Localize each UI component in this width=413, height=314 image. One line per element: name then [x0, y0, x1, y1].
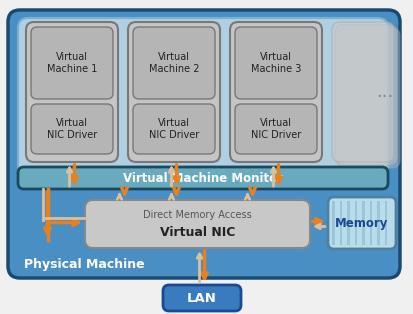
FancyBboxPatch shape	[85, 200, 310, 248]
Bar	[377, 201, 380, 245]
Text: Virtual
Machine 3: Virtual Machine 3	[251, 52, 301, 74]
Text: Virtual
NIC Driver: Virtual NIC Driver	[47, 118, 97, 140]
FancyBboxPatch shape	[26, 22, 118, 162]
Text: Virtual
NIC Driver: Virtual NIC Driver	[149, 118, 199, 140]
Text: Virtual Machine Monitor: Virtual Machine Monitor	[123, 171, 283, 185]
Bar	[332, 201, 335, 245]
Bar	[339, 201, 342, 245]
Bar	[347, 201, 350, 245]
Text: Direct Memory Access: Direct Memory Access	[143, 210, 252, 220]
FancyBboxPatch shape	[335, 25, 397, 165]
Text: ...: ...	[376, 83, 394, 101]
FancyBboxPatch shape	[332, 22, 394, 162]
FancyBboxPatch shape	[163, 285, 241, 311]
Text: Virtual
NIC Driver: Virtual NIC Driver	[251, 118, 301, 140]
FancyBboxPatch shape	[18, 167, 388, 189]
Bar	[362, 201, 365, 245]
FancyBboxPatch shape	[235, 104, 317, 154]
Text: Virtual NIC: Virtual NIC	[160, 225, 235, 239]
Bar	[354, 201, 358, 245]
FancyBboxPatch shape	[18, 18, 388, 176]
FancyBboxPatch shape	[8, 10, 400, 278]
Text: Virtual
Machine 1: Virtual Machine 1	[47, 52, 97, 74]
FancyBboxPatch shape	[31, 27, 113, 99]
FancyBboxPatch shape	[338, 28, 400, 168]
Bar	[370, 201, 373, 245]
FancyBboxPatch shape	[235, 27, 317, 99]
FancyBboxPatch shape	[328, 197, 396, 249]
FancyBboxPatch shape	[133, 104, 215, 154]
Text: Physical Machine: Physical Machine	[24, 258, 145, 271]
Bar	[385, 201, 387, 245]
FancyBboxPatch shape	[230, 22, 322, 162]
FancyBboxPatch shape	[133, 27, 215, 99]
Text: Memory: Memory	[335, 216, 389, 230]
Text: LAN: LAN	[187, 291, 217, 305]
Text: Virtual
Machine 2: Virtual Machine 2	[149, 52, 199, 74]
FancyBboxPatch shape	[31, 104, 113, 154]
FancyBboxPatch shape	[128, 22, 220, 162]
